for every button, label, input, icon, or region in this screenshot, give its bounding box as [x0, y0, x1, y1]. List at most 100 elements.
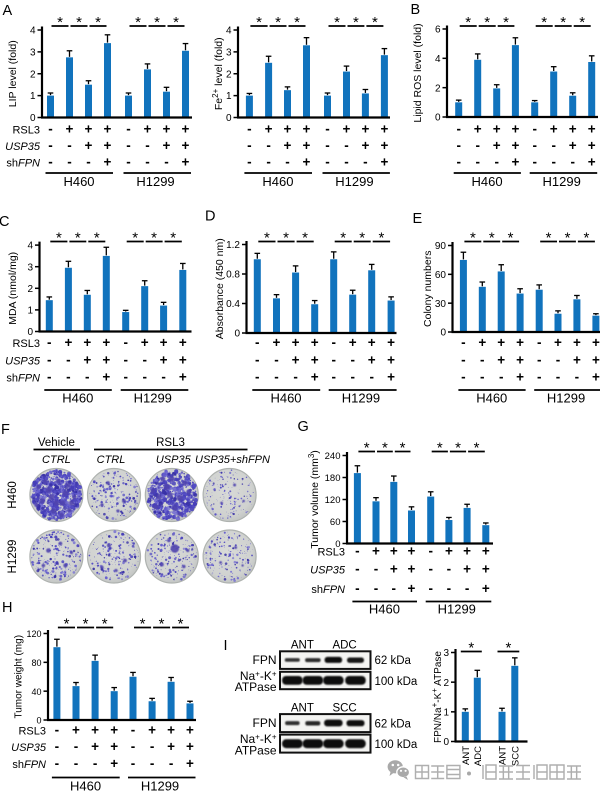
- svg-text:-: -: [344, 138, 349, 153]
- svg-text:+: +: [273, 335, 281, 350]
- svg-text:*: *: [565, 229, 571, 246]
- svg-text:*: *: [508, 229, 514, 246]
- svg-text:*: *: [503, 14, 509, 31]
- svg-text:4: 4: [27, 241, 33, 252]
- svg-text:-: -: [55, 723, 60, 738]
- svg-text:shFPN: shFPN: [12, 759, 46, 771]
- svg-text:-: -: [475, 155, 480, 170]
- svg-text:+: +: [141, 335, 149, 350]
- svg-text:*: *: [372, 14, 378, 31]
- svg-text:shFPN: shFPN: [311, 584, 345, 596]
- svg-text:*: *: [76, 14, 82, 31]
- svg-text:+: +: [83, 335, 91, 350]
- svg-text:*: *: [275, 14, 281, 31]
- svg-text:+: +: [311, 335, 319, 350]
- svg-text:*: *: [151, 229, 157, 246]
- svg-text:2: 2: [27, 284, 33, 295]
- svg-text:0.8: 0.8: [226, 270, 240, 281]
- svg-text:1.2: 1.2: [226, 240, 240, 251]
- svg-text:-: -: [325, 155, 330, 170]
- svg-text:H460: H460: [262, 174, 293, 189]
- svg-text:+: +: [482, 562, 490, 577]
- svg-text:+: +: [64, 335, 72, 350]
- svg-text:ANT: ANT: [498, 746, 509, 765]
- svg-text:-: -: [255, 335, 260, 350]
- svg-text:-: -: [556, 353, 561, 368]
- svg-text:-: -: [331, 353, 336, 368]
- svg-text:-: -: [55, 756, 60, 771]
- svg-text:+: +: [516, 369, 524, 384]
- svg-text:H460: H460: [7, 481, 19, 509]
- svg-text:1: 1: [226, 91, 232, 102]
- svg-text:+: +: [493, 122, 501, 137]
- svg-text:3: 3: [30, 47, 36, 58]
- svg-text:3: 3: [27, 262, 33, 273]
- svg-text:+: +: [482, 544, 490, 559]
- svg-text:-: -: [456, 138, 461, 153]
- svg-text:-: -: [274, 369, 279, 384]
- svg-text:-: -: [428, 544, 433, 559]
- svg-text:-: -: [266, 155, 271, 170]
- svg-text:-: -: [428, 581, 433, 596]
- svg-text:ANT: ANT: [461, 746, 472, 765]
- svg-text:Absorbance (450 nm): Absorbance (450 nm): [214, 238, 226, 339]
- svg-text:USP35: USP35: [11, 742, 47, 754]
- svg-text:0: 0: [443, 737, 449, 748]
- svg-text:*: *: [170, 229, 176, 246]
- svg-text:+: +: [104, 138, 112, 153]
- svg-text:+: +: [292, 353, 300, 368]
- svg-text:-: -: [355, 581, 360, 596]
- svg-text:Vehicle: Vehicle: [38, 437, 75, 449]
- svg-text:Colony numbers: Colony numbers: [422, 251, 434, 327]
- svg-text:+: +: [160, 353, 168, 368]
- svg-text:+: +: [588, 138, 596, 153]
- svg-text:-: -: [48, 138, 53, 153]
- svg-text:-: -: [150, 756, 155, 771]
- svg-text:+: +: [592, 335, 600, 350]
- svg-text:+: +: [569, 122, 577, 137]
- svg-text:0: 0: [36, 716, 41, 726]
- svg-text:G: G: [298, 419, 309, 435]
- svg-text:-: -: [532, 138, 537, 153]
- svg-text:+: +: [110, 723, 118, 738]
- svg-text:-: -: [126, 122, 131, 137]
- svg-text:-: -: [123, 353, 128, 368]
- svg-text:+: +: [102, 335, 110, 350]
- svg-text:+: +: [91, 739, 99, 754]
- svg-text:+: +: [511, 122, 519, 137]
- svg-text:*: *: [264, 229, 270, 246]
- svg-text:+: +: [303, 155, 311, 170]
- svg-text:RSL3: RSL3: [317, 547, 345, 559]
- svg-text:H1299: H1299: [141, 779, 179, 793]
- svg-text:+: +: [179, 353, 187, 368]
- svg-text:0: 0: [30, 113, 36, 124]
- svg-text:2: 2: [443, 678, 449, 689]
- svg-text:-: -: [85, 369, 90, 384]
- svg-text:E: E: [413, 211, 423, 227]
- svg-text:+: +: [186, 756, 194, 771]
- svg-text:62 kDa: 62 kDa: [375, 655, 412, 667]
- svg-text:+: +: [445, 544, 453, 559]
- svg-text:+: +: [179, 335, 187, 350]
- svg-text:SCC: SCC: [332, 702, 356, 714]
- svg-text:H460: H460: [472, 174, 503, 189]
- svg-text:RSL3: RSL3: [18, 726, 46, 738]
- svg-text:-: -: [145, 138, 150, 153]
- svg-text:-: -: [447, 581, 452, 596]
- svg-text:*: *: [178, 615, 184, 632]
- svg-text:ANT: ANT: [291, 702, 314, 714]
- svg-text:-: -: [537, 335, 542, 350]
- svg-text:-: -: [374, 581, 379, 596]
- svg-text:+: +: [592, 369, 600, 384]
- svg-text:RSL3: RSL3: [12, 338, 40, 350]
- svg-text:*: *: [579, 14, 585, 31]
- svg-text:*: *: [560, 14, 566, 31]
- svg-text:*: *: [353, 14, 359, 31]
- svg-text:0: 0: [335, 539, 340, 550]
- svg-text:+: +: [493, 138, 501, 153]
- svg-text:-: -: [285, 155, 290, 170]
- svg-text:-: -: [47, 335, 52, 350]
- svg-text:+: +: [104, 122, 112, 137]
- svg-text:-: -: [255, 369, 260, 384]
- svg-text:-: -: [456, 155, 461, 170]
